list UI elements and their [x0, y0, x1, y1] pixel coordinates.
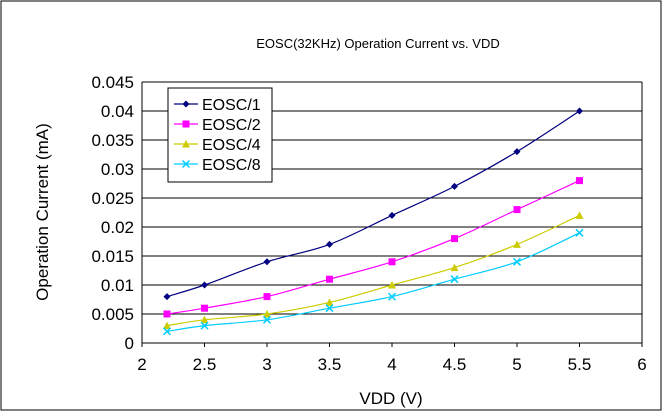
- data-point-eosc-8: [162, 327, 172, 336]
- data-point-eosc-2: [576, 177, 583, 185]
- series-eosc-1: [163, 107, 583, 301]
- x-tick-label: 3.5: [318, 355, 342, 374]
- data-point-eosc-2: [201, 304, 208, 312]
- data-point-eosc-2: [163, 310, 171, 318]
- x-tick-label: 5.5: [568, 355, 592, 374]
- chart-title: EOSC(32KHz) Operation Current vs. VDD: [256, 36, 499, 51]
- legend-marker-eosc-1: [182, 100, 190, 108]
- data-point-eosc-1: [263, 258, 271, 266]
- y-tick-label: 0.02: [101, 218, 134, 237]
- series-line-eosc-2: [166, 180, 580, 315]
- legend-label-eosc-1: EOSC/1: [202, 97, 261, 114]
- x-tick-label: 4: [387, 355, 396, 374]
- data-point-eosc-8: [200, 321, 209, 330]
- data-point-eosc-1: [388, 211, 396, 219]
- legend-marker-eosc-2: [182, 120, 190, 128]
- data-point-eosc-8: [387, 292, 397, 301]
- series-eosc-4: [163, 211, 584, 330]
- data-point-eosc-4: [388, 281, 396, 289]
- series-eosc-8: [162, 228, 584, 336]
- legend-marker-eosc-4: [182, 140, 190, 148]
- x-tick-label: 2.5: [193, 355, 217, 374]
- data-point-eosc-4: [163, 321, 171, 330]
- data-point-eosc-8: [262, 315, 272, 324]
- y-axis-label: Operation Current (mA): [33, 123, 52, 301]
- legend-marker-eosc-8: [181, 159, 191, 169]
- data-point-eosc-2: [263, 293, 271, 301]
- plot-area: 0 0.005 0.01 0.015 0.02 0.025 0.03 0.035 0.04 0.0…: [91, 73, 646, 374]
- data-point-eosc-4: [263, 310, 271, 318]
- data-point-eosc-2: [388, 258, 396, 266]
- data-point-eosc-4: [575, 211, 584, 219]
- x-tick-label: 5: [512, 355, 521, 374]
- x-axis-label: VDD (V): [359, 389, 422, 408]
- y-tick-label: 0.025: [91, 189, 134, 208]
- x-tick-label: 6: [637, 355, 646, 374]
- y-tick-label: 0.005: [91, 305, 134, 324]
- y-tick-label: 0.01: [101, 276, 134, 295]
- data-point-eosc-2: [513, 206, 521, 214]
- y-tick-label: 0.015: [91, 247, 134, 266]
- y-tick-label: 0.03: [101, 160, 134, 179]
- data-point-eosc-1: [201, 281, 208, 289]
- legend: EOSC/1 EOSC/2 EOSC/4 EOSC/8: [167, 87, 273, 183]
- x-tick-label: 3: [262, 355, 271, 374]
- data-point-eosc-8: [325, 304, 334, 313]
- data-point-eosc-1: [513, 148, 521, 156]
- data-point-eosc-4: [450, 263, 459, 272]
- y-tick-label: 0.035: [91, 131, 134, 150]
- data-point-eosc-2: [451, 235, 458, 243]
- x-tick-label: 2: [137, 355, 146, 374]
- data-point-eosc-8: [512, 257, 522, 266]
- legend-label-eosc-8: EOSC/8: [202, 157, 261, 174]
- y-tick-label: 0.04: [101, 102, 134, 121]
- series-line-eosc-1: [166, 110, 580, 298]
- legend-label-eosc-4: EOSC/4: [202, 137, 261, 154]
- data-point-eosc-4: [325, 298, 334, 306]
- data-point-eosc-1: [451, 182, 458, 190]
- data-point-eosc-8: [575, 228, 584, 237]
- data-point-eosc-1: [576, 107, 583, 115]
- data-point-eosc-4: [513, 240, 521, 248]
- y-tick-label: 0: [125, 334, 134, 353]
- series-eosc-2: [163, 177, 583, 318]
- data-point-eosc-1: [326, 240, 333, 248]
- y-tick-label: 0.045: [91, 73, 134, 92]
- x-tick-label: 4.5: [443, 355, 467, 374]
- legend-label-eosc-2: EOSC/2: [202, 117, 261, 134]
- data-point-eosc-8: [450, 275, 459, 284]
- data-point-eosc-2: [326, 275, 333, 283]
- data-point-eosc-1: [163, 293, 171, 301]
- data-point-eosc-4: [200, 315, 209, 324]
